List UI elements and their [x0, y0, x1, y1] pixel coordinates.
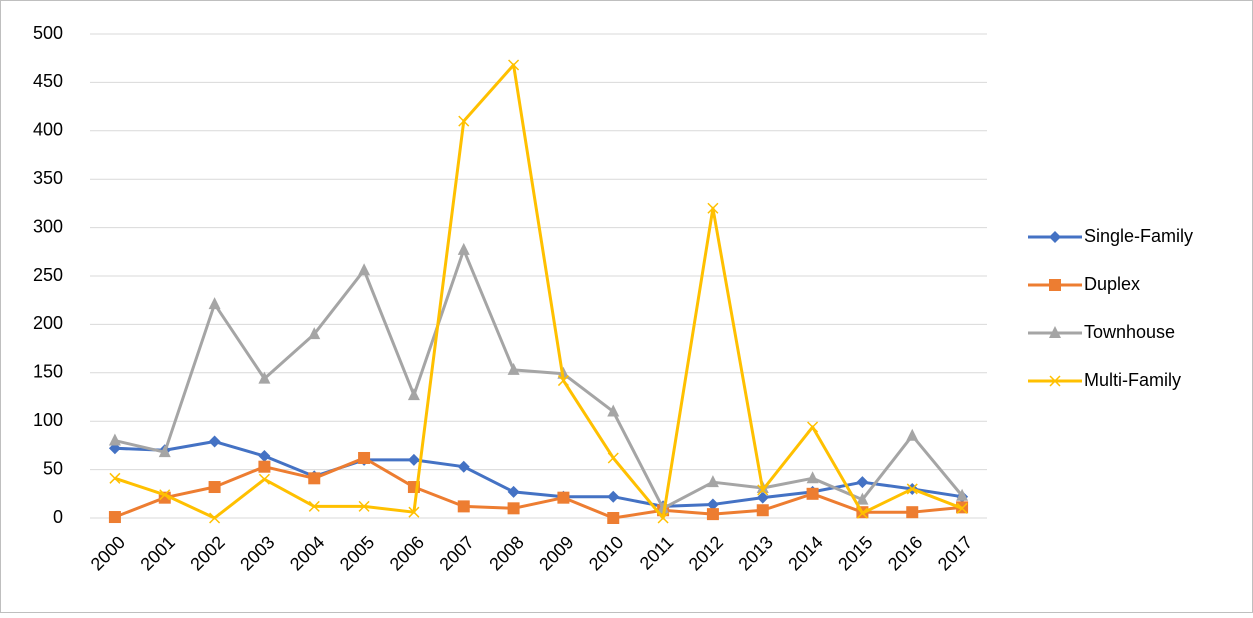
- data-point: [806, 471, 819, 484]
- data-point: [657, 501, 670, 514]
- data-point: [208, 435, 221, 448]
- legend-label: Duplex: [1084, 274, 1140, 294]
- data-point: [457, 500, 470, 513]
- data-point: [607, 404, 620, 417]
- data-point: [956, 502, 968, 514]
- data-point: [358, 263, 371, 276]
- data-point: [607, 452, 619, 464]
- series-line: [114, 440, 963, 508]
- y-tick-label: 500: [33, 23, 63, 43]
- data-point: [308, 500, 320, 512]
- y-tick-label: 50: [43, 458, 63, 478]
- data-point: [906, 428, 919, 441]
- data-point: [258, 460, 271, 473]
- data-point: [856, 492, 869, 505]
- data-point: [807, 421, 819, 433]
- data-point: [607, 490, 620, 503]
- y-tick-label: 400: [33, 120, 63, 140]
- data-point: [457, 242, 470, 255]
- data-point: [407, 388, 420, 401]
- data-point: [707, 202, 719, 214]
- y-tick-label: 200: [33, 313, 63, 333]
- data-point: [956, 488, 969, 501]
- y-tick-label: 300: [33, 216, 63, 236]
- data-point: [159, 489, 171, 501]
- data-point: [856, 476, 869, 489]
- data-point: [856, 507, 868, 519]
- legend-marker: [1049, 375, 1061, 387]
- data-point: [756, 504, 769, 517]
- data-point: [557, 375, 569, 387]
- data-point: [308, 472, 321, 485]
- data-point: [258, 450, 271, 463]
- data-point: [109, 472, 121, 484]
- y-tick-label: 0: [53, 507, 63, 527]
- legend-marker: [1049, 231, 1061, 243]
- data-point: [507, 502, 520, 515]
- data-point: [906, 483, 918, 495]
- y-tick-label: 450: [33, 71, 63, 91]
- data-point: [308, 327, 321, 340]
- y-tick-label: 100: [33, 410, 63, 430]
- data-point: [757, 484, 769, 496]
- data-point: [208, 481, 221, 494]
- data-point: [458, 115, 470, 127]
- data-point: [209, 512, 221, 524]
- series-line: [114, 63, 963, 520]
- y-tick-label: 250: [33, 265, 63, 285]
- data-point: [906, 506, 919, 519]
- data-point: [208, 297, 221, 310]
- data-point: [806, 487, 819, 500]
- data-point: [258, 473, 270, 485]
- data-point: [706, 475, 719, 488]
- data-point: [258, 371, 271, 384]
- data-point: [657, 512, 669, 524]
- data-point: [557, 491, 570, 504]
- legend-label: Single-Family: [1084, 226, 1193, 246]
- data-point: [108, 511, 121, 524]
- data-point: [407, 453, 420, 466]
- data-point: [507, 362, 520, 375]
- legend-marker: [1049, 326, 1061, 338]
- legend-label: Multi-Family: [1084, 370, 1181, 390]
- data-point: [507, 485, 520, 498]
- data-point: [607, 512, 620, 524]
- data-point: [358, 500, 370, 512]
- y-tick-label: 150: [33, 362, 63, 382]
- data-point: [756, 491, 769, 504]
- data-point: [706, 508, 719, 521]
- data-point: [706, 498, 719, 511]
- data-point: [158, 445, 171, 458]
- legend-marker: [1049, 279, 1061, 291]
- data-point: [408, 506, 420, 518]
- y-tick-label: 350: [33, 168, 63, 188]
- legend-label: Townhouse: [1084, 322, 1175, 342]
- series-line: [114, 456, 963, 520]
- data-point: [108, 433, 121, 446]
- data-point: [358, 451, 371, 464]
- data-point: [457, 460, 470, 473]
- series-line: [114, 248, 964, 510]
- data-point: [508, 59, 520, 71]
